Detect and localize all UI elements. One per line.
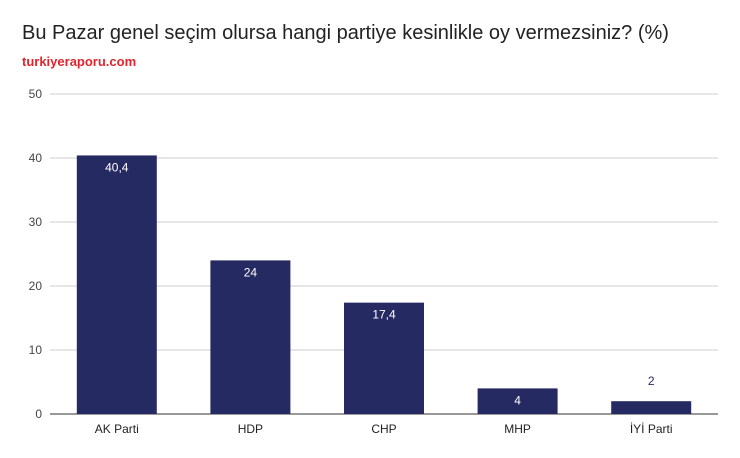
bar (611, 401, 692, 414)
x-tick-label: AK Parti (95, 422, 139, 436)
data-label: 40,4 (105, 160, 129, 174)
bar (210, 260, 291, 414)
data-label: 2 (648, 374, 655, 388)
bar (477, 388, 558, 414)
bar (344, 302, 424, 414)
x-tick-label: HDP (238, 422, 263, 436)
data-label: 17,4 (372, 308, 396, 322)
y-tick-label: 20 (29, 279, 43, 293)
data-label: 4 (514, 393, 521, 407)
chart-title: Bu Pazar genel seçim olursa hangi partiy… (22, 22, 669, 44)
y-tick-label: 0 (35, 407, 42, 421)
data-label: 24 (244, 265, 258, 279)
y-tick-label: 30 (29, 215, 43, 229)
y-tick-label: 10 (29, 343, 43, 357)
source-label: turkiyeraporu.com (22, 54, 137, 69)
x-tick-label: İYİ Parti (630, 422, 673, 436)
x-tick-label: MHP (504, 422, 531, 436)
bar (76, 155, 157, 414)
y-tick-label: 50 (29, 87, 43, 101)
x-tick-label: CHP (371, 422, 396, 436)
y-tick-label: 40 (29, 151, 43, 165)
